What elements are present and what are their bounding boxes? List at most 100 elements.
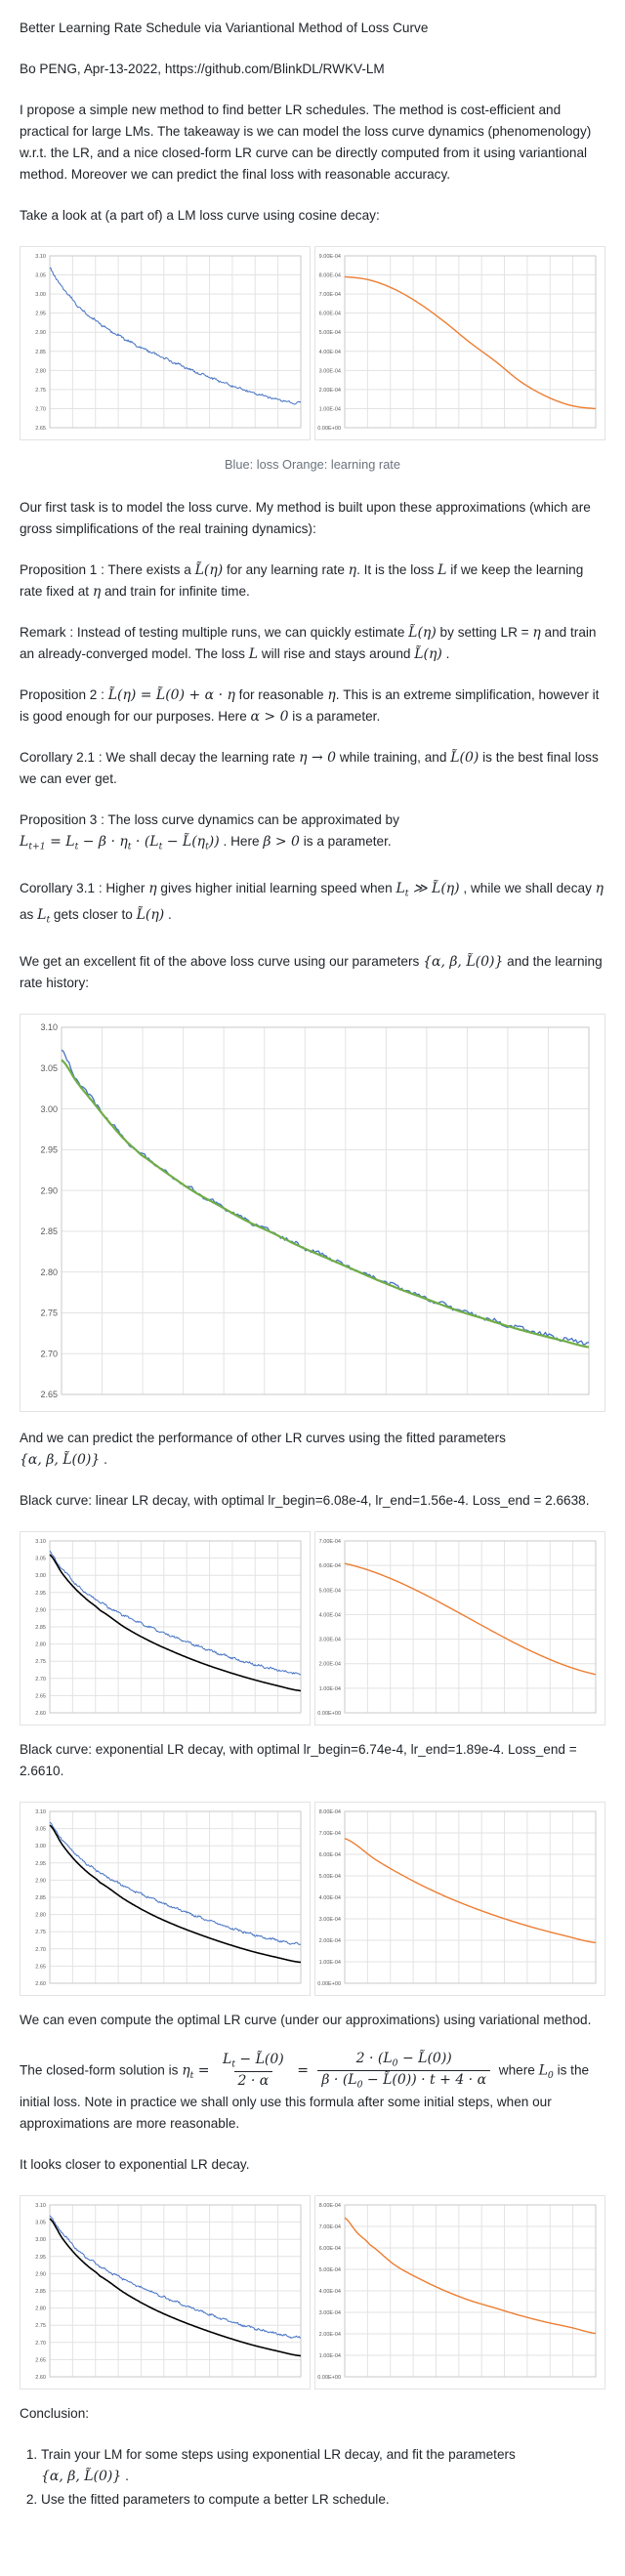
svg-text:9.00E-04: 9.00E-04 [319, 254, 341, 260]
math-fraction: 2 · (L0 − L̃(0)) β · (L0 − L̃(0)) · t + 4… [317, 2051, 491, 2092]
svg-text:2.65: 2.65 [35, 1965, 46, 1971]
svg-text:7.00E-04: 7.00E-04 [319, 2224, 341, 2230]
figure-cosine-run: 3.10 3.05 3.00 2.95 2.90 2.85 2.80 2.75 2.70 2.65… [20, 246, 605, 440]
svg-text:0.00E+00: 0.00E+00 [317, 1981, 341, 1987]
svg-text:2.65: 2.65 [35, 1694, 46, 1700]
math-subscript: t [404, 888, 409, 899]
inline-math: η [595, 880, 604, 896]
svg-text:7.00E-04: 7.00E-04 [319, 292, 341, 298]
math-subscript: t [231, 2058, 235, 2070]
proposition-3: Proposition 3 : The loss curve dynamics … [20, 812, 399, 852]
svg-text:3.05: 3.05 [35, 1827, 46, 1833]
svg-text:2.85: 2.85 [35, 1625, 46, 1631]
inline-math: L [538, 2062, 548, 2079]
svg-text:3.05: 3.05 [35, 273, 46, 279]
svg-text:3.05: 3.05 [35, 2220, 46, 2225]
svg-text:2.60: 2.60 [35, 1711, 46, 1717]
svg-text:7.00E-04: 7.00E-04 [319, 1539, 341, 1545]
inline-math: = [193, 2062, 214, 2079]
svg-text:2.90: 2.90 [35, 330, 46, 336]
svg-text:3.10: 3.10 [35, 2203, 46, 2209]
figure-caption: Blue: loss Orange: learning rate [225, 457, 400, 472]
svg-text:3.05: 3.05 [35, 1557, 46, 1562]
paragraph-black-linear: Black curve: linear LR decay, with optim… [20, 1493, 590, 1509]
svg-text:2.90: 2.90 [35, 1879, 46, 1885]
chart-lr-exp: 8.00E-04 7.00E-04 6.00E-04 5.00E-04 4.00E-04… [314, 1802, 605, 1997]
math-subscript: 0 [547, 2070, 554, 2082]
svg-text:3.00: 3.00 [40, 1104, 58, 1114]
inline-math: L [222, 2052, 232, 2068]
svg-text:2.70: 2.70 [35, 1677, 46, 1683]
svg-text:3.10: 3.10 [35, 1809, 46, 1815]
inline-math: L̃(0) [450, 750, 479, 766]
svg-text:1.00E-04: 1.00E-04 [319, 2353, 341, 2359]
svg-text:2.85: 2.85 [35, 350, 46, 355]
math-fraction: Lt − L̃(0) 2 · α [219, 2052, 288, 2091]
svg-text:8.00E-04: 8.00E-04 [319, 1809, 341, 1815]
svg-text:7.00E-04: 7.00E-04 [319, 1831, 341, 1837]
svg-text:1.00E-04: 1.00E-04 [319, 1686, 341, 1692]
svg-text:2.75: 2.75 [35, 1659, 46, 1665]
chart-loss-cosine: 3.10 3.05 3.00 2.95 2.90 2.85 2.80 2.75 2.70 2.65 [20, 246, 311, 440]
inline-math: {α, β, L̃(0)} [423, 954, 504, 971]
svg-text:2.00E-04: 2.00E-04 [319, 1938, 341, 1944]
inline-math: L [20, 834, 29, 850]
svg-text:2.90: 2.90 [35, 1608, 46, 1614]
inline-math: − L̃(0) [234, 2052, 284, 2068]
inline-math: η [348, 562, 357, 578]
svg-text:2.75: 2.75 [35, 2323, 46, 2329]
svg-text:2.00E-04: 2.00E-04 [319, 388, 341, 394]
svg-text:2.85: 2.85 [35, 1895, 46, 1901]
svg-text:2.95: 2.95 [35, 1861, 46, 1867]
paragraph-compute-optimal: We can even compute the optimal LR curve… [20, 2013, 592, 2028]
svg-text:2.70: 2.70 [35, 1947, 46, 1953]
inline-math: L̃(η) [194, 562, 224, 578]
svg-text:6.00E-04: 6.00E-04 [319, 2246, 341, 2252]
chart-loss-fit: 3.10 3.05 3.00 2.95 2.90 2.85 2.80 2.75 2.70 2.65 [20, 1014, 605, 1413]
svg-text:2.90: 2.90 [35, 2271, 46, 2277]
inline-math: = [292, 2062, 313, 2079]
svg-text:3.00E-04: 3.00E-04 [319, 1917, 341, 1923]
svg-text:2.00E-04: 2.00E-04 [319, 2332, 341, 2338]
chart-loss-exp: 3.10 3.05 3.00 2.95 2.90 2.85 2.80 2.75 2.70 2.65… [20, 1802, 311, 1997]
inline-math: L [438, 562, 447, 578]
inline-math: L [37, 907, 47, 924]
proposition-1: Proposition 1 : There exists a L̃(η) for… [20, 562, 584, 600]
paragraph-closed-form: The closed-form solution is ηt = Lt − L̃… [20, 2051, 590, 2131]
paragraph-closer-exp: It looks closer to exponential LR decay. [20, 2156, 250, 2172]
svg-text:3.00E-04: 3.00E-04 [319, 368, 341, 374]
svg-text:5.00E-04: 5.00E-04 [319, 2267, 341, 2273]
inline-math: {α, β, L̃(0)} [20, 1452, 101, 1469]
svg-text:2.95: 2.95 [35, 2254, 46, 2260]
page-title: Better Learning Rate Schedule via Varian… [20, 21, 429, 35]
math-subscript: t [158, 841, 163, 852]
svg-text:2.80: 2.80 [35, 368, 46, 374]
svg-text:2.70: 2.70 [40, 1350, 58, 1359]
paragraph-first-task: Our first task is to model the loss curv… [20, 500, 591, 536]
inline-math: L̃(η) = L̃(0) + α · η [107, 687, 235, 703]
inline-math: · (L [131, 834, 159, 850]
inline-math: η [148, 880, 157, 896]
inline-math: − L̃(0)) · t + 4 · α [362, 2072, 487, 2089]
svg-text:2.90: 2.90 [40, 1186, 58, 1196]
inline-math: η → 0 [299, 750, 337, 766]
svg-text:3.00E-04: 3.00E-04 [319, 1638, 341, 1643]
inline-math: L [396, 880, 405, 896]
conclusion-item: Use the fitted parameters to compute a b… [41, 2489, 605, 2511]
math-subscript: t [127, 841, 132, 852]
svg-text:3.00: 3.00 [35, 1844, 46, 1849]
svg-text:0.00E+00: 0.00E+00 [317, 2375, 341, 2381]
svg-text:4.00E-04: 4.00E-04 [319, 1613, 341, 1619]
svg-text:3.00: 3.00 [35, 292, 46, 298]
svg-text:6.00E-04: 6.00E-04 [319, 1852, 341, 1858]
inline-math: β · (L [321, 2072, 357, 2089]
inline-math: η [532, 625, 541, 641]
svg-text:3.05: 3.05 [40, 1063, 58, 1073]
svg-text:2.95: 2.95 [40, 1145, 58, 1155]
svg-text:4.00E-04: 4.00E-04 [319, 1895, 341, 1901]
svg-text:2.65: 2.65 [35, 2357, 46, 2363]
svg-text:2.60: 2.60 [35, 2375, 46, 2381]
svg-text:4.00E-04: 4.00E-04 [319, 350, 341, 355]
inline-math: η [327, 687, 336, 703]
figure-optimal-decay: 3.10 3.05 3.00 2.95 2.90 2.85 2.80 2.75 2.70 2.65… [20, 2194, 605, 2389]
